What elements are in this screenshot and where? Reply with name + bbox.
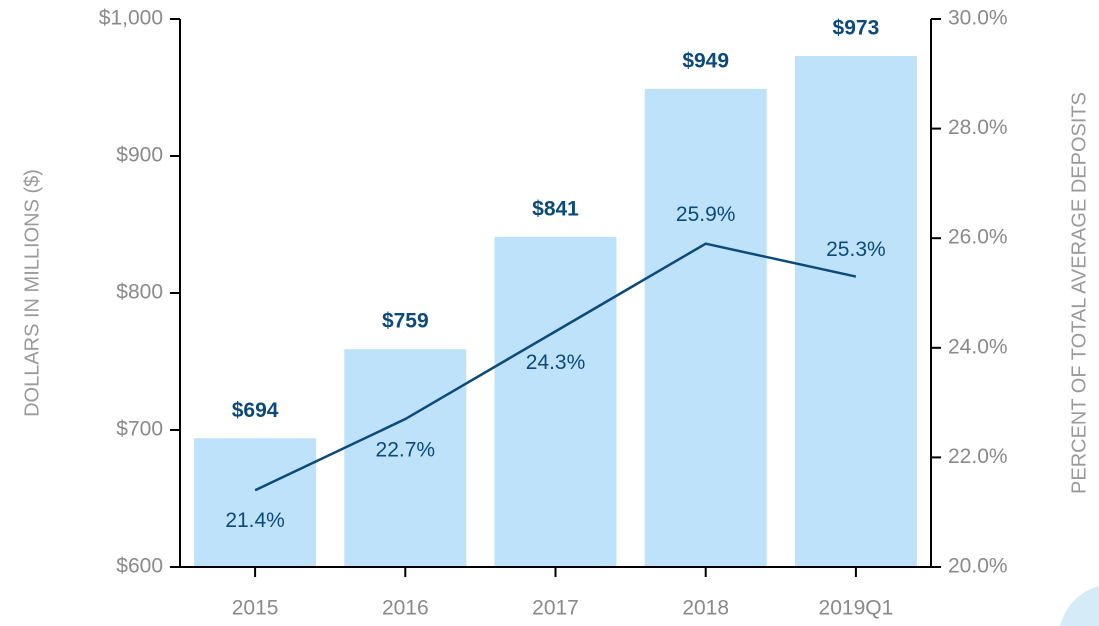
bar [644,88,767,568]
bar [794,55,917,568]
y2-tick-label: 24.0% [948,335,1008,358]
bar [194,438,317,567]
y-tick-label: $900 [116,144,163,167]
bar [344,349,467,567]
x-tick-label: 2018 [682,597,729,620]
bar-label: $841 [532,197,579,220]
line-label: 25.9% [676,203,736,226]
y2-tick-label: 30.0% [948,7,1008,30]
y-tick-label: $800 [116,281,163,304]
line-label: 25.3% [826,238,886,261]
line-label: 21.4% [225,509,285,532]
logo-fragment [1060,586,1099,626]
bar-label: $973 [833,17,880,40]
y2-tick-label: 28.0% [948,116,1008,139]
bar-label: $759 [382,310,429,333]
y-tick-label: $600 [116,555,163,578]
line-label: 24.3% [526,351,586,374]
bar-label: $694 [232,399,279,422]
x-tick-label: 2016 [382,597,429,620]
bar-label: $949 [682,49,729,72]
y2-tick-label: 22.0% [948,445,1008,468]
bar [494,236,617,567]
y2-tick-label: 20.0% [948,555,1008,578]
y-tick-label: $700 [116,418,163,441]
y2-tick-label: 26.0% [948,226,1008,249]
line [254,242,857,492]
y-axis-label: DOLLARS IN MILLIONS ($) [21,169,43,417]
line-label: 22.7% [376,439,436,462]
x-tick-label: 2019Q1 [819,597,894,620]
x-tick-label: 2017 [532,597,579,620]
y-tick-label: $1,000 [99,7,163,30]
y2-axis-label: PERCENT OF TOTAL AVERAGE DEPOSITS [1068,92,1090,494]
x-tick-label: 2015 [232,597,279,620]
